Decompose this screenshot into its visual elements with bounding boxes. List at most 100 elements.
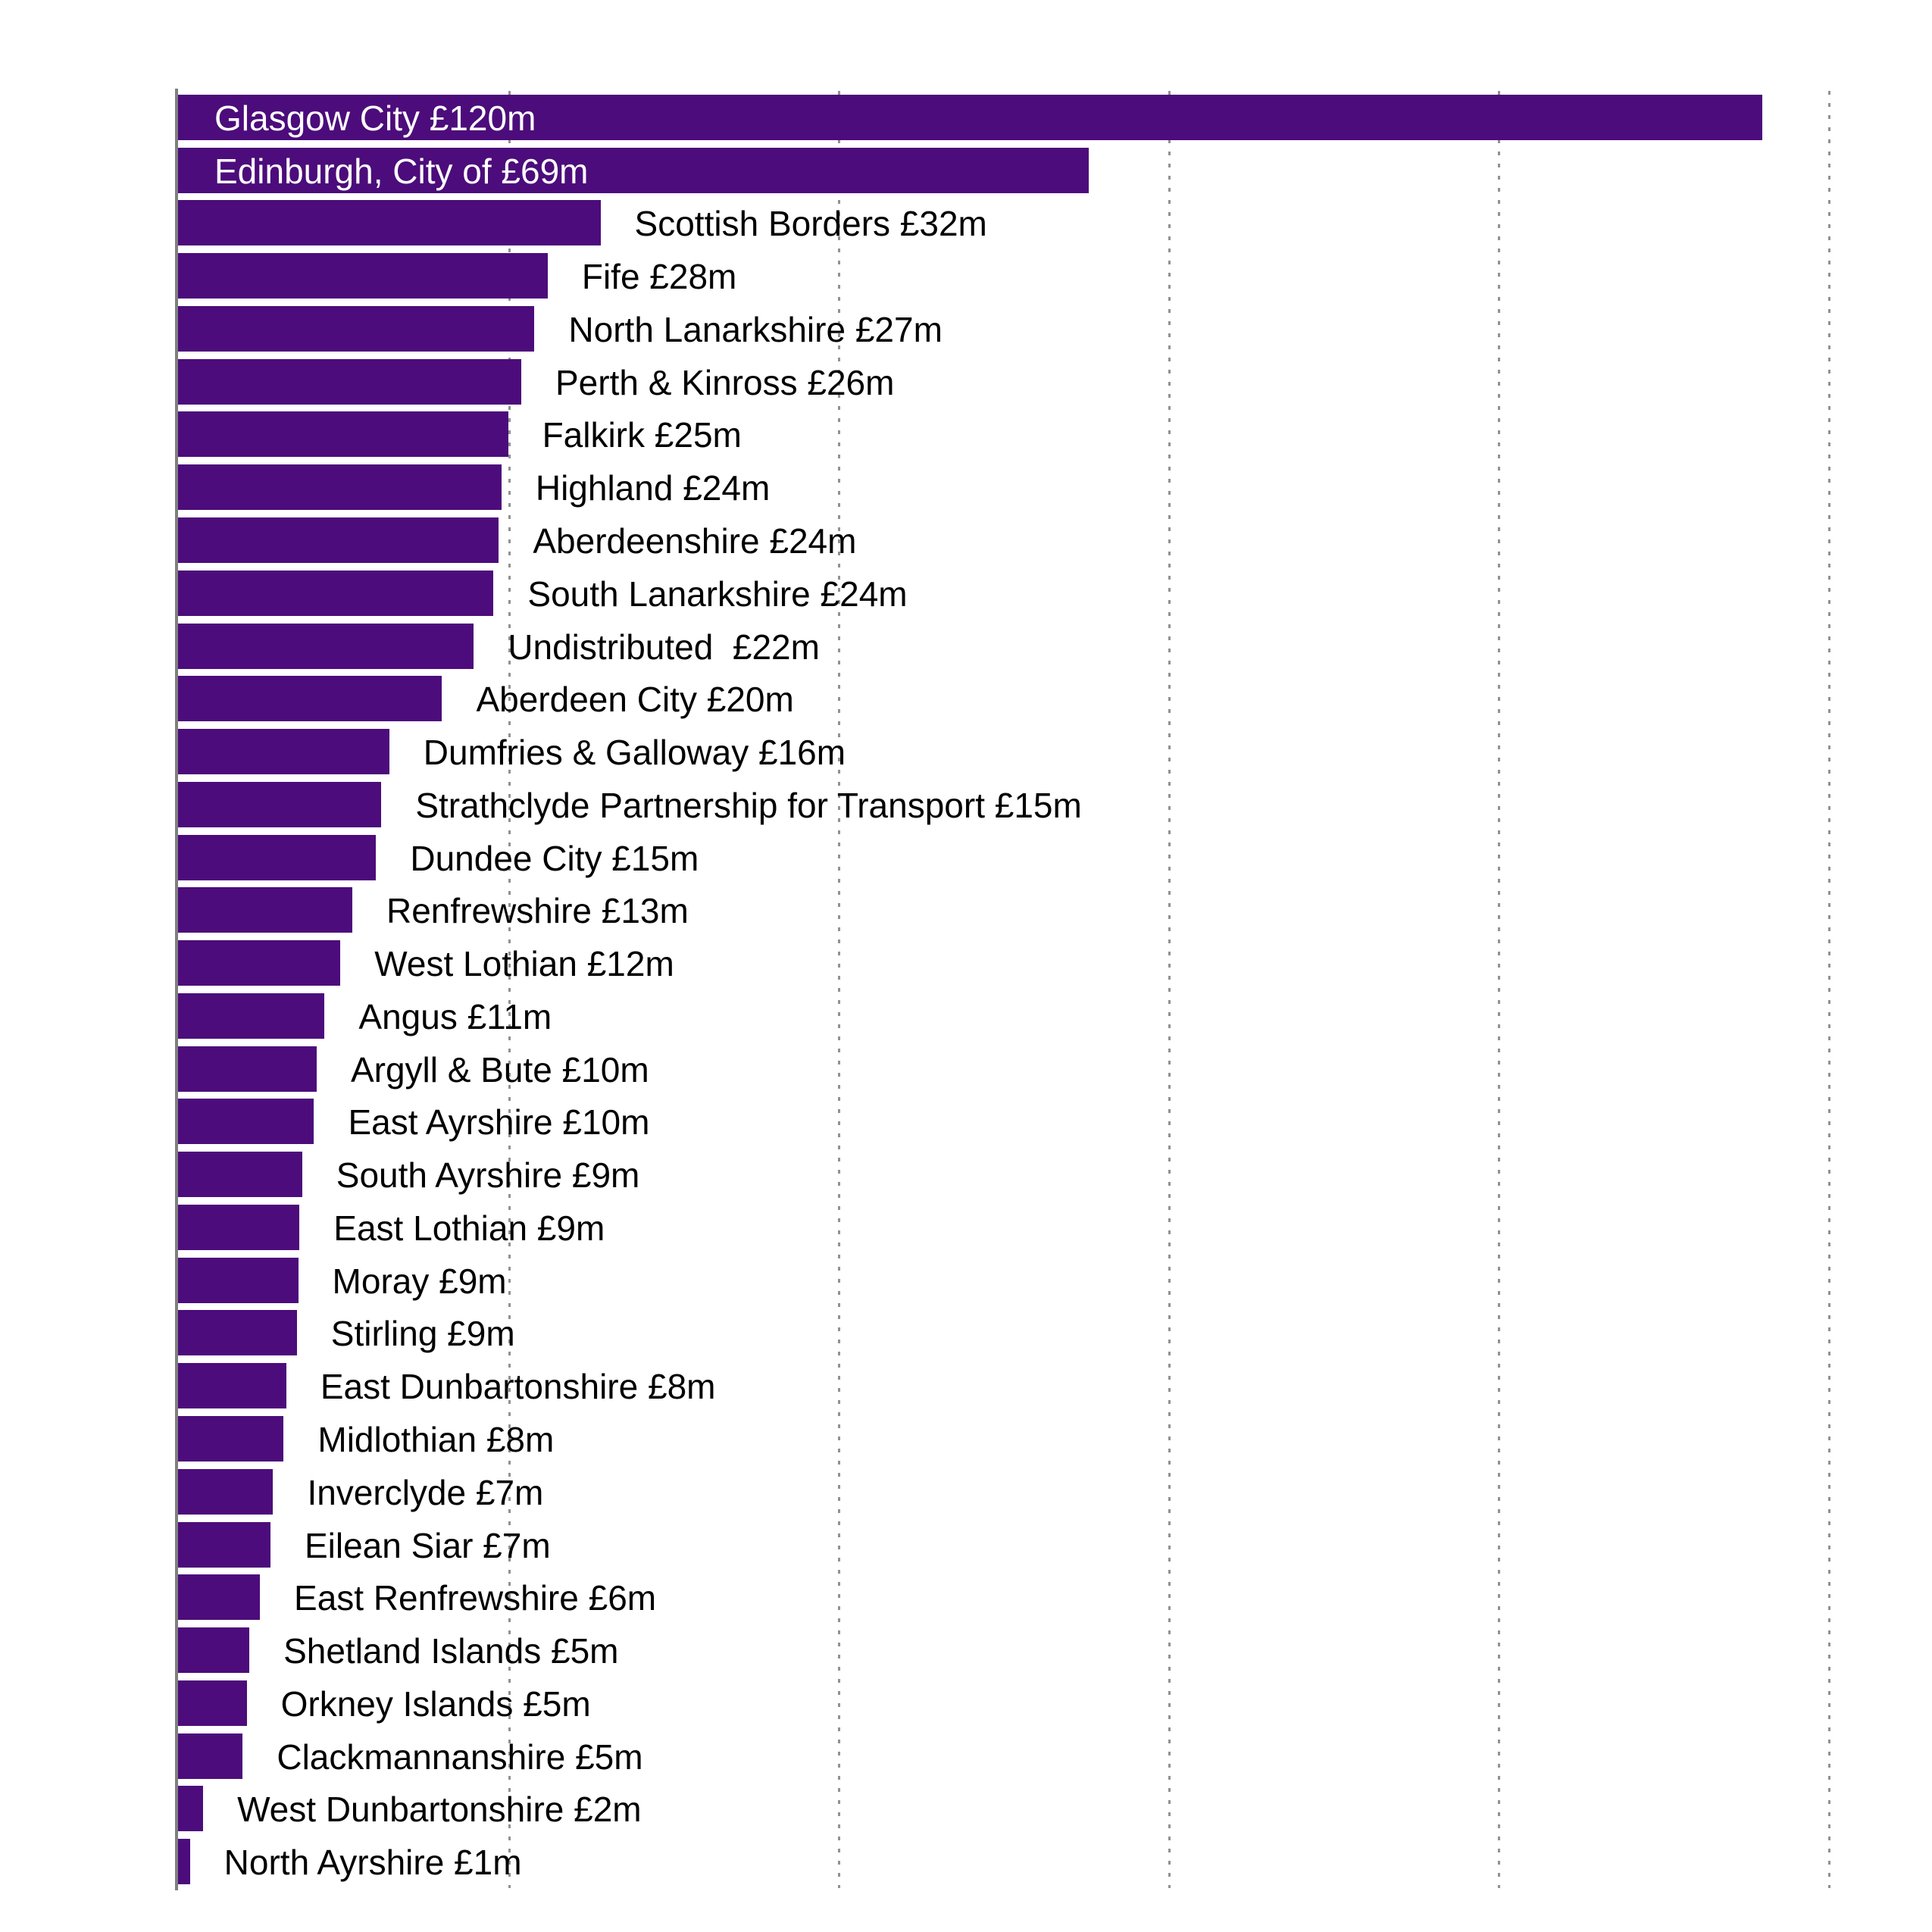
bar-row: Edinburgh, City of £69m xyxy=(178,147,1894,193)
bar xyxy=(178,781,382,827)
bar xyxy=(178,358,521,405)
bar-row: Aberdeen City £20m xyxy=(178,676,1894,722)
bar xyxy=(178,517,499,563)
bar-row: Moray £9m xyxy=(178,1257,1894,1303)
bar xyxy=(178,1521,270,1568)
bar xyxy=(178,729,389,775)
bar xyxy=(178,834,377,880)
bar-label: East Renfrewshire £6m xyxy=(294,1578,657,1618)
bar-row: Scottish Borders £32m xyxy=(178,200,1894,246)
bar xyxy=(178,623,474,669)
bar xyxy=(178,570,494,616)
bar xyxy=(178,887,352,933)
bar-label: Renfrewshire £13m xyxy=(386,891,689,931)
bar-label: East Dunbartonshire £8m xyxy=(320,1367,716,1407)
bar xyxy=(178,253,548,299)
bar-label: North Ayrshire £1m xyxy=(224,1843,522,1883)
bar-label: Moray £9m xyxy=(332,1261,507,1301)
bar-label: Aberdeen City £20m xyxy=(476,680,794,720)
bar xyxy=(178,305,535,352)
bar xyxy=(178,1099,314,1145)
x-gridline-50 xyxy=(838,91,841,1888)
bar-row: Stirling £9m xyxy=(178,1310,1894,1356)
bar-row: East Renfrewshire £6m xyxy=(178,1574,1894,1621)
bar xyxy=(178,1416,284,1462)
bar-row: North Lanarkshire £27m xyxy=(178,305,1894,352)
bar-row: Inverclyde £7m xyxy=(178,1468,1894,1515)
bar-label: Stirling £9m xyxy=(330,1314,515,1354)
bar-label: Falkirk £25m xyxy=(542,415,742,455)
bar xyxy=(178,1363,286,1409)
bar-row: East Lothian £9m xyxy=(178,1204,1894,1250)
bar-label: South Ayrshire £9m xyxy=(336,1155,640,1196)
x-gridline-75 xyxy=(1168,91,1171,1888)
bar-row: East Ayrshire £10m xyxy=(178,1099,1894,1145)
bar-row: Renfrewshire £13m xyxy=(178,887,1894,933)
x-gridline-125 xyxy=(1827,91,1830,1888)
bar-label: Strathclyde Partnership for Transport £1… xyxy=(415,785,1082,825)
bar-row: East Dunbartonshire £8m xyxy=(178,1363,1894,1409)
bar-label: Fife £28m xyxy=(581,257,737,297)
bar xyxy=(178,1574,261,1621)
bar-row: Glasgow City £120m xyxy=(178,94,1894,140)
bar xyxy=(178,1680,247,1726)
bar-row: Angus £11m xyxy=(178,993,1894,1039)
bar-label: North Lanarkshire £27m xyxy=(568,309,943,349)
bar xyxy=(178,1468,274,1515)
bar xyxy=(178,464,502,511)
x-gridline-100 xyxy=(1498,91,1501,1888)
bar xyxy=(178,1839,190,1885)
bar-row: Eilean Siar £7m xyxy=(178,1521,1894,1568)
bar-row: Clackmannanshire £5m xyxy=(178,1733,1894,1779)
bar-label: South Lanarkshire £24m xyxy=(527,574,908,614)
bar xyxy=(178,1310,297,1356)
bar-row: North Ayrshire £1m xyxy=(178,1839,1894,1885)
bar xyxy=(178,1786,204,1832)
bar-row: Midlothian £8m xyxy=(178,1416,1894,1462)
bar-label: Midlothian £8m xyxy=(317,1420,555,1459)
bar-label: Orkney Islands £5m xyxy=(280,1683,591,1724)
bar xyxy=(178,1204,300,1250)
bar-label: Aberdeenshire £24m xyxy=(533,521,857,561)
bar-row: Highland £24m xyxy=(178,464,1894,511)
bar xyxy=(178,94,1762,140)
bar-row: Argyll & Bute £10m xyxy=(178,1046,1894,1092)
bar-label: West Lothian £12m xyxy=(374,944,674,984)
bar-row: South Lanarkshire £24m xyxy=(178,570,1894,616)
bar-row: Dundee City £15m xyxy=(178,834,1894,880)
bar-row: Shetland Islands £5m xyxy=(178,1627,1894,1674)
bar-label: East Lothian £9m xyxy=(333,1208,605,1248)
bar-label: Edinburgh, City of £69m xyxy=(214,151,589,191)
bar xyxy=(178,200,601,246)
bar xyxy=(178,1046,317,1092)
x-gridline-25 xyxy=(508,91,511,1888)
bar xyxy=(178,1733,243,1779)
bar-row: West Dunbartonshire £2m xyxy=(178,1786,1894,1832)
bar-label: Highland £24m xyxy=(535,468,771,508)
bar-row: South Ayrshire £9m xyxy=(178,1152,1894,1198)
bar xyxy=(178,676,442,722)
bar-label: Perth & Kinross £26m xyxy=(555,362,895,402)
bar xyxy=(178,147,1089,193)
bar-label: Scottish Borders £32m xyxy=(634,204,987,244)
bar-label: Argyll & Bute £10m xyxy=(350,1049,649,1089)
bar xyxy=(178,411,508,458)
bar-label: Angus £11m xyxy=(358,996,552,1036)
bar xyxy=(178,1627,250,1674)
bar xyxy=(178,940,341,986)
bar-label: East Ayrshire £10m xyxy=(348,1102,650,1143)
bar-label: West Dunbartonshire £2m xyxy=(237,1790,642,1830)
bar-row: Falkirk £25m xyxy=(178,411,1894,458)
bar-label: Glasgow City £120m xyxy=(214,98,536,138)
bar-label: Dumfries & Galloway £16m xyxy=(423,733,846,773)
bar-row: West Lothian £12m xyxy=(178,940,1894,986)
bar xyxy=(178,993,325,1039)
bar-row: Undistributed £22m xyxy=(178,623,1894,669)
bar-row: Fife £28m xyxy=(178,253,1894,299)
bar-label: Dundee City £15m xyxy=(410,838,699,878)
bar-label: Shetland Islands £5m xyxy=(283,1631,619,1671)
bar-label: Undistributed £22m xyxy=(508,627,820,667)
bar-row: Orkney Islands £5m xyxy=(178,1680,1894,1726)
bar xyxy=(178,1152,302,1198)
